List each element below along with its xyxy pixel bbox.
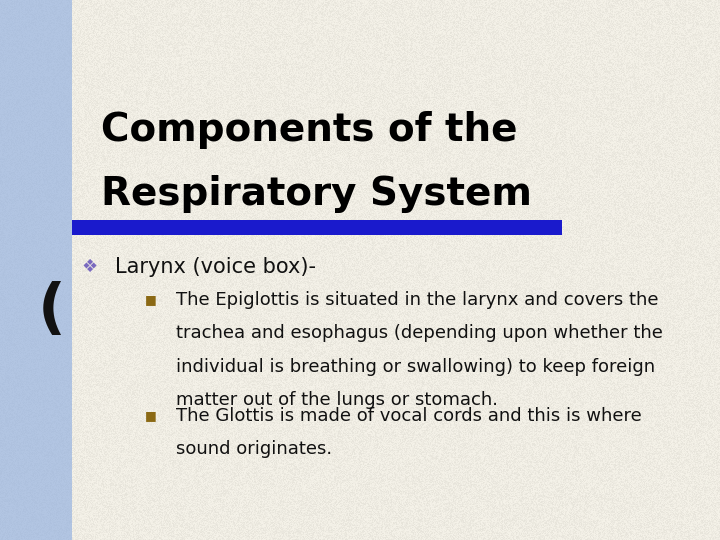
Text: Larynx (voice box)-: Larynx (voice box)- [115, 257, 316, 278]
Text: sound originates.: sound originates. [176, 440, 333, 458]
Text: matter out of the lungs or stomach.: matter out of the lungs or stomach. [176, 391, 498, 409]
Text: The Glottis is made of vocal cords and this is where: The Glottis is made of vocal cords and t… [176, 407, 642, 425]
Text: Respiratory System: Respiratory System [101, 176, 532, 213]
Text: ❖: ❖ [82, 258, 98, 276]
Bar [0, 0, 72, 540]
Text: Components of the: Components of the [101, 111, 517, 148]
Text: ■: ■ [145, 409, 157, 422]
Text: trachea and esophagus (depending upon whether the: trachea and esophagus (depending upon wh… [176, 324, 663, 342]
Text: ■: ■ [145, 293, 157, 306]
Bar [72, 220, 562, 235]
Text: (: ( [38, 281, 66, 340]
Text: The Epiglottis is situated in the larynx and covers the: The Epiglottis is situated in the larynx… [176, 291, 659, 309]
Text: individual is breathing or swallowing) to keep foreign: individual is breathing or swallowing) t… [176, 357, 655, 376]
